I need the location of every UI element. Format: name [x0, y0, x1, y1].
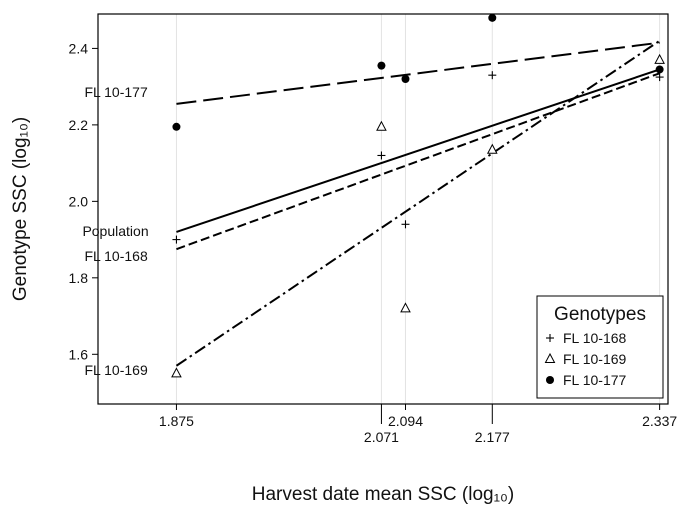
fit-line-fl-10-177 — [176, 41, 660, 105]
point-plus-0 — [172, 235, 181, 244]
annotation-fl-10-168: FL 10-168 — [84, 248, 148, 264]
point-plus-4 — [655, 73, 664, 82]
annotation-fl-10-177: FL 10-177 — [84, 84, 148, 100]
y-tick-label-1: 1.8 — [69, 270, 89, 286]
y-axis-label: Genotype SSC (log₁₀) — [10, 117, 31, 301]
legend-label-1: FL 10-169 — [563, 351, 627, 367]
point-circle-0 — [172, 122, 181, 131]
y-tick-label-4: 2.4 — [69, 40, 89, 56]
legend-marker-plus — [546, 334, 554, 342]
point-triangle-3 — [486, 143, 498, 154]
point-circle-3 — [488, 13, 497, 22]
x-tick-label-3: 2.177 — [475, 429, 510, 445]
fit-line-population — [176, 68, 660, 233]
fit-line-fl-10-169 — [175, 39, 661, 367]
point-plus-1 — [377, 151, 386, 160]
point-circle-4 — [655, 65, 664, 74]
point-plus-2 — [401, 220, 410, 229]
legend: Genotypes FL 10-168 FL 10-169 FL 10-177 — [536, 295, 664, 399]
data-points — [171, 13, 665, 378]
legend-marker-circle — [546, 376, 554, 384]
point-plus-3 — [488, 71, 497, 80]
fit-line-fl-10-168 — [176, 72, 660, 251]
x-tick-label-1: 2.071 — [364, 429, 399, 445]
y-tick-label-2: 2.0 — [69, 193, 89, 209]
point-triangle-4 — [654, 53, 665, 64]
y-tick-label-0: 1.6 — [69, 346, 89, 362]
annotation-fl-10-169: FL 10-169 — [84, 362, 148, 378]
point-triangle-1 — [376, 120, 387, 131]
legend-entries: FL 10-168 FL 10-169 FL 10-177 — [544, 330, 627, 388]
y-axis: 1.6 1.8 2.0 2.2 2.4 — [69, 40, 98, 362]
legend-label-2: FL 10-177 — [563, 372, 627, 388]
legend-title: Genotypes — [554, 304, 646, 325]
y-tick-label-3: 2.2 — [69, 117, 89, 133]
legend-label-0: FL 10-168 — [563, 330, 627, 346]
x-tick-label-0: 1.875 — [159, 413, 194, 429]
point-circle-1 — [377, 61, 386, 70]
x-tick-label-4: 2.337 — [642, 413, 677, 429]
legend-box — [536, 295, 664, 399]
x-axis-label: Harvest date mean SSC (log₁₀) — [252, 484, 514, 505]
point-circle-2 — [401, 75, 410, 83]
point-triangle-2 — [400, 302, 411, 313]
point-triangle-0 — [171, 367, 182, 378]
annotation-population: Population — [82, 223, 148, 239]
regression-lines — [175, 39, 661, 367]
legend-marker-triangle — [544, 352, 556, 363]
line-annotations: FL 10-168 FL 10-169 FL 10-177 Population — [82, 84, 148, 378]
x-tick-label-2: 2.094 — [388, 413, 423, 429]
plot-frame — [97, 13, 669, 405]
